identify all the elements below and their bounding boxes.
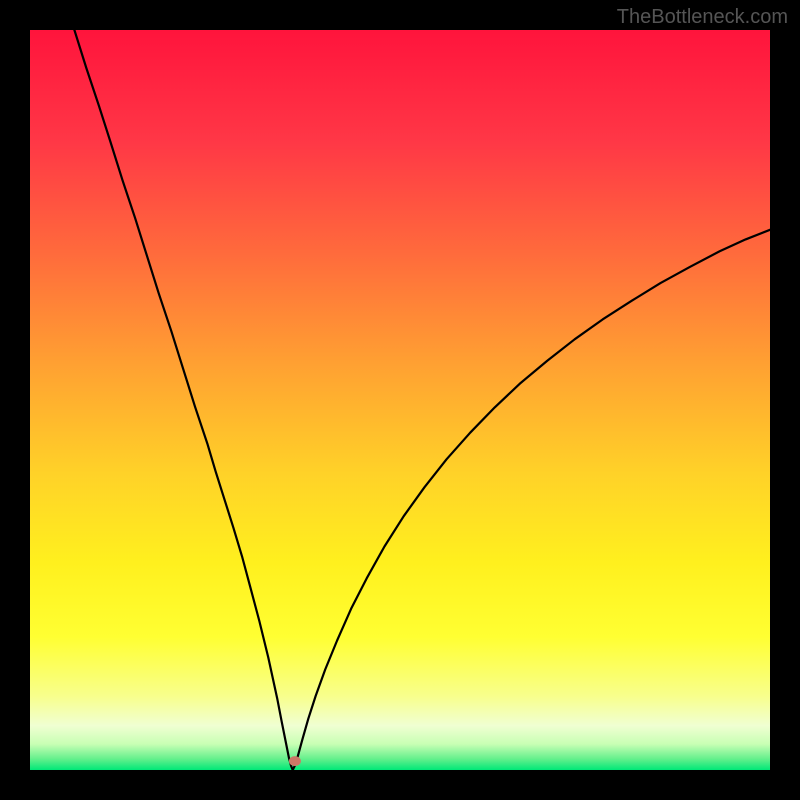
curve-layer	[30, 30, 770, 770]
minimum-marker	[289, 756, 301, 766]
bottleneck-curve	[74, 30, 770, 770]
watermark-text: TheBottleneck.com	[617, 6, 788, 29]
plot-area	[30, 30, 770, 770]
